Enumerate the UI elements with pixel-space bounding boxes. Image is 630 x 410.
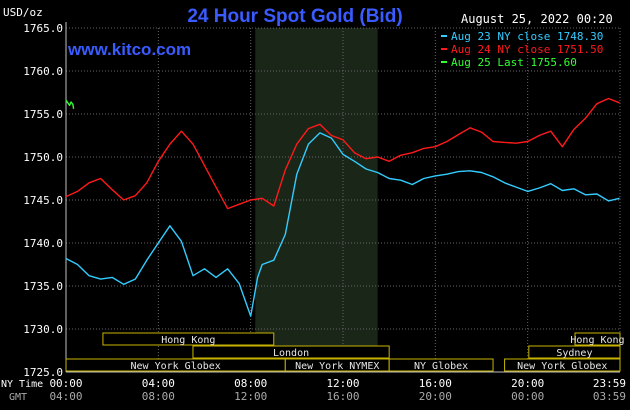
session-box (102, 332, 275, 346)
tick-labels: 1765.0 1760.0 1755.0 1750.0 1745.0 1740.0 1735… (23, 22, 626, 403)
x-ny-tick-label: 12:00 (326, 377, 359, 390)
series-line-aug-24 (65, 97, 620, 210)
session-box (192, 345, 390, 359)
axes (65, 22, 620, 373)
chart-title: 24 Hour Spot Gold (Bid) (187, 6, 402, 27)
x-gmt-tick-label: 16:00 (326, 390, 359, 403)
session-label: Hong Kong (570, 335, 624, 346)
source-label: www.kitco.com (67, 40, 191, 59)
session-bar: NY Globex (388, 358, 494, 372)
session-box (388, 358, 494, 372)
session-label: New York Globex (130, 361, 220, 372)
x-gmt-tick-label: 12:00 (234, 390, 267, 403)
session-bar: London (192, 345, 390, 359)
series-layer (65, 97, 620, 317)
session-bar: Hong Kong (570, 332, 625, 346)
session-label: Hong Kong (161, 335, 215, 346)
y-tick-label: 1740.0 (23, 237, 63, 250)
y-tick-label: 1760.0 (23, 65, 63, 78)
series-line-aug-23 (65, 132, 620, 317)
session-bar: Sydney (528, 345, 621, 359)
legend-entry: Aug 25 Last 1755.60 (451, 56, 577, 69)
y-tick-label: 1765.0 (23, 22, 63, 35)
timestamp: August 25, 2022 00:20 (461, 12, 613, 26)
y-tick-label: 1750.0 (23, 151, 63, 164)
session-box (574, 332, 621, 346)
session-bar: New York Globex (504, 358, 621, 372)
x-ny-tick-label: 16:00 (419, 377, 452, 390)
series-line-aug-25 (65, 99, 75, 109)
x-ny-tick-label: 08:00 (234, 377, 267, 390)
session-bar: New York NYMEX (284, 358, 390, 372)
session-box (504, 358, 621, 372)
x-ny-tick-label: 00:00 (49, 377, 82, 390)
session-bar: New York Globex (65, 358, 286, 372)
legend-entry: Aug 24 NY close 1751.50 (451, 43, 603, 56)
x-gmt-tick-label: 00:00 (511, 390, 544, 403)
legend-entry: Aug 23 NY close 1748.30 (451, 30, 603, 43)
x-gmt-tick-label: 04:00 (49, 390, 82, 403)
x-ny-tick-label: 04:00 (142, 377, 175, 390)
x-ny-tick-label: 20:00 (511, 377, 544, 390)
y-tick-label: 1735.0 (23, 280, 63, 293)
x-gmt-tick-label: 08:00 (142, 390, 175, 403)
y-tick-label: 1730.0 (23, 323, 63, 336)
x-ny-axis-label: NY Time (1, 379, 43, 390)
session-box (528, 345, 621, 359)
session-label: Sydney (556, 348, 592, 359)
session-bar: Hong Kong (102, 332, 275, 346)
x-ny-tick-label: 23:59 (593, 377, 626, 390)
session-label: NY Globex (414, 361, 468, 372)
x-gmt-axis-label: GMT (9, 392, 27, 403)
x-gmt-tick-label: 20:00 (419, 390, 452, 403)
session-label: New York Globex (517, 361, 607, 372)
y-tick-label: 1755.0 (23, 108, 63, 121)
trading-sessions: Hong Kong Hong Kong London Sydney New York G… (65, 332, 625, 372)
y-tick-label: 1745.0 (23, 194, 63, 207)
session-label: London (273, 348, 309, 359)
x-gmt-tick-label: 03:59 (593, 390, 626, 403)
y-axis-label: USD/oz (3, 6, 43, 19)
session-label: New York NYMEX (295, 361, 379, 372)
y-tick-label: 1725.0 (23, 366, 63, 379)
